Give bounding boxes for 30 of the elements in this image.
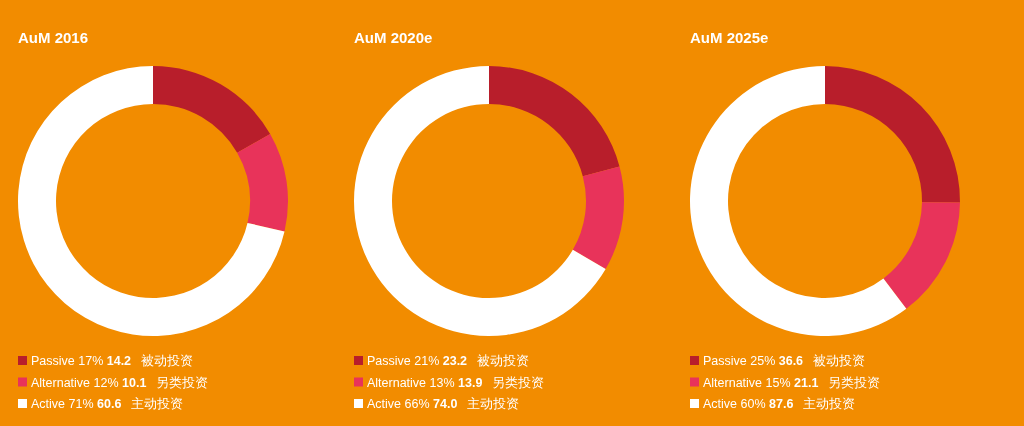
legend-label: Alternative 12% bbox=[31, 375, 123, 390]
text: 另类投资 bbox=[828, 375, 881, 390]
legend-label: Alternative 13% bbox=[367, 375, 459, 390]
legend-label: Active 60% bbox=[703, 397, 770, 411]
text: 另类投资 bbox=[492, 375, 545, 390]
data-label: 10.1 bbox=[122, 375, 147, 390]
chart-title: AuM 2025e bbox=[690, 29, 769, 46]
legend-label: Passive 21% bbox=[367, 354, 443, 368]
data-label: 87.6 bbox=[769, 397, 794, 411]
data-label: 21.1 bbox=[794, 375, 819, 390]
legend-label: Passive 17% bbox=[31, 354, 107, 368]
legend-label: Passive 25% bbox=[703, 354, 779, 368]
text: 被动投资 bbox=[813, 354, 866, 368]
data-label: 36.6 bbox=[778, 354, 804, 368]
text: 另类投资 bbox=[156, 375, 209, 390]
data-label: 14.2 bbox=[106, 354, 132, 368]
legend-label: Alternative 15% bbox=[703, 375, 795, 390]
text: 主动投资 bbox=[467, 396, 520, 411]
data-label: 60.6 bbox=[97, 397, 122, 411]
legend-label: Active 66% bbox=[367, 397, 434, 411]
text: 主动投资 bbox=[131, 396, 184, 411]
chart-title: AuM 2020e bbox=[354, 29, 433, 46]
data-label: 23.2 bbox=[442, 354, 468, 368]
text: 被动投资 bbox=[477, 354, 530, 368]
text: 被动投资 bbox=[141, 354, 194, 368]
chart-title: AuM 2016 bbox=[18, 29, 89, 46]
data-label: 13.9 bbox=[458, 375, 483, 390]
data-label: 74.0 bbox=[433, 397, 458, 411]
legend-label: Active 71% bbox=[31, 397, 98, 411]
text: 主动投资 bbox=[803, 396, 856, 411]
